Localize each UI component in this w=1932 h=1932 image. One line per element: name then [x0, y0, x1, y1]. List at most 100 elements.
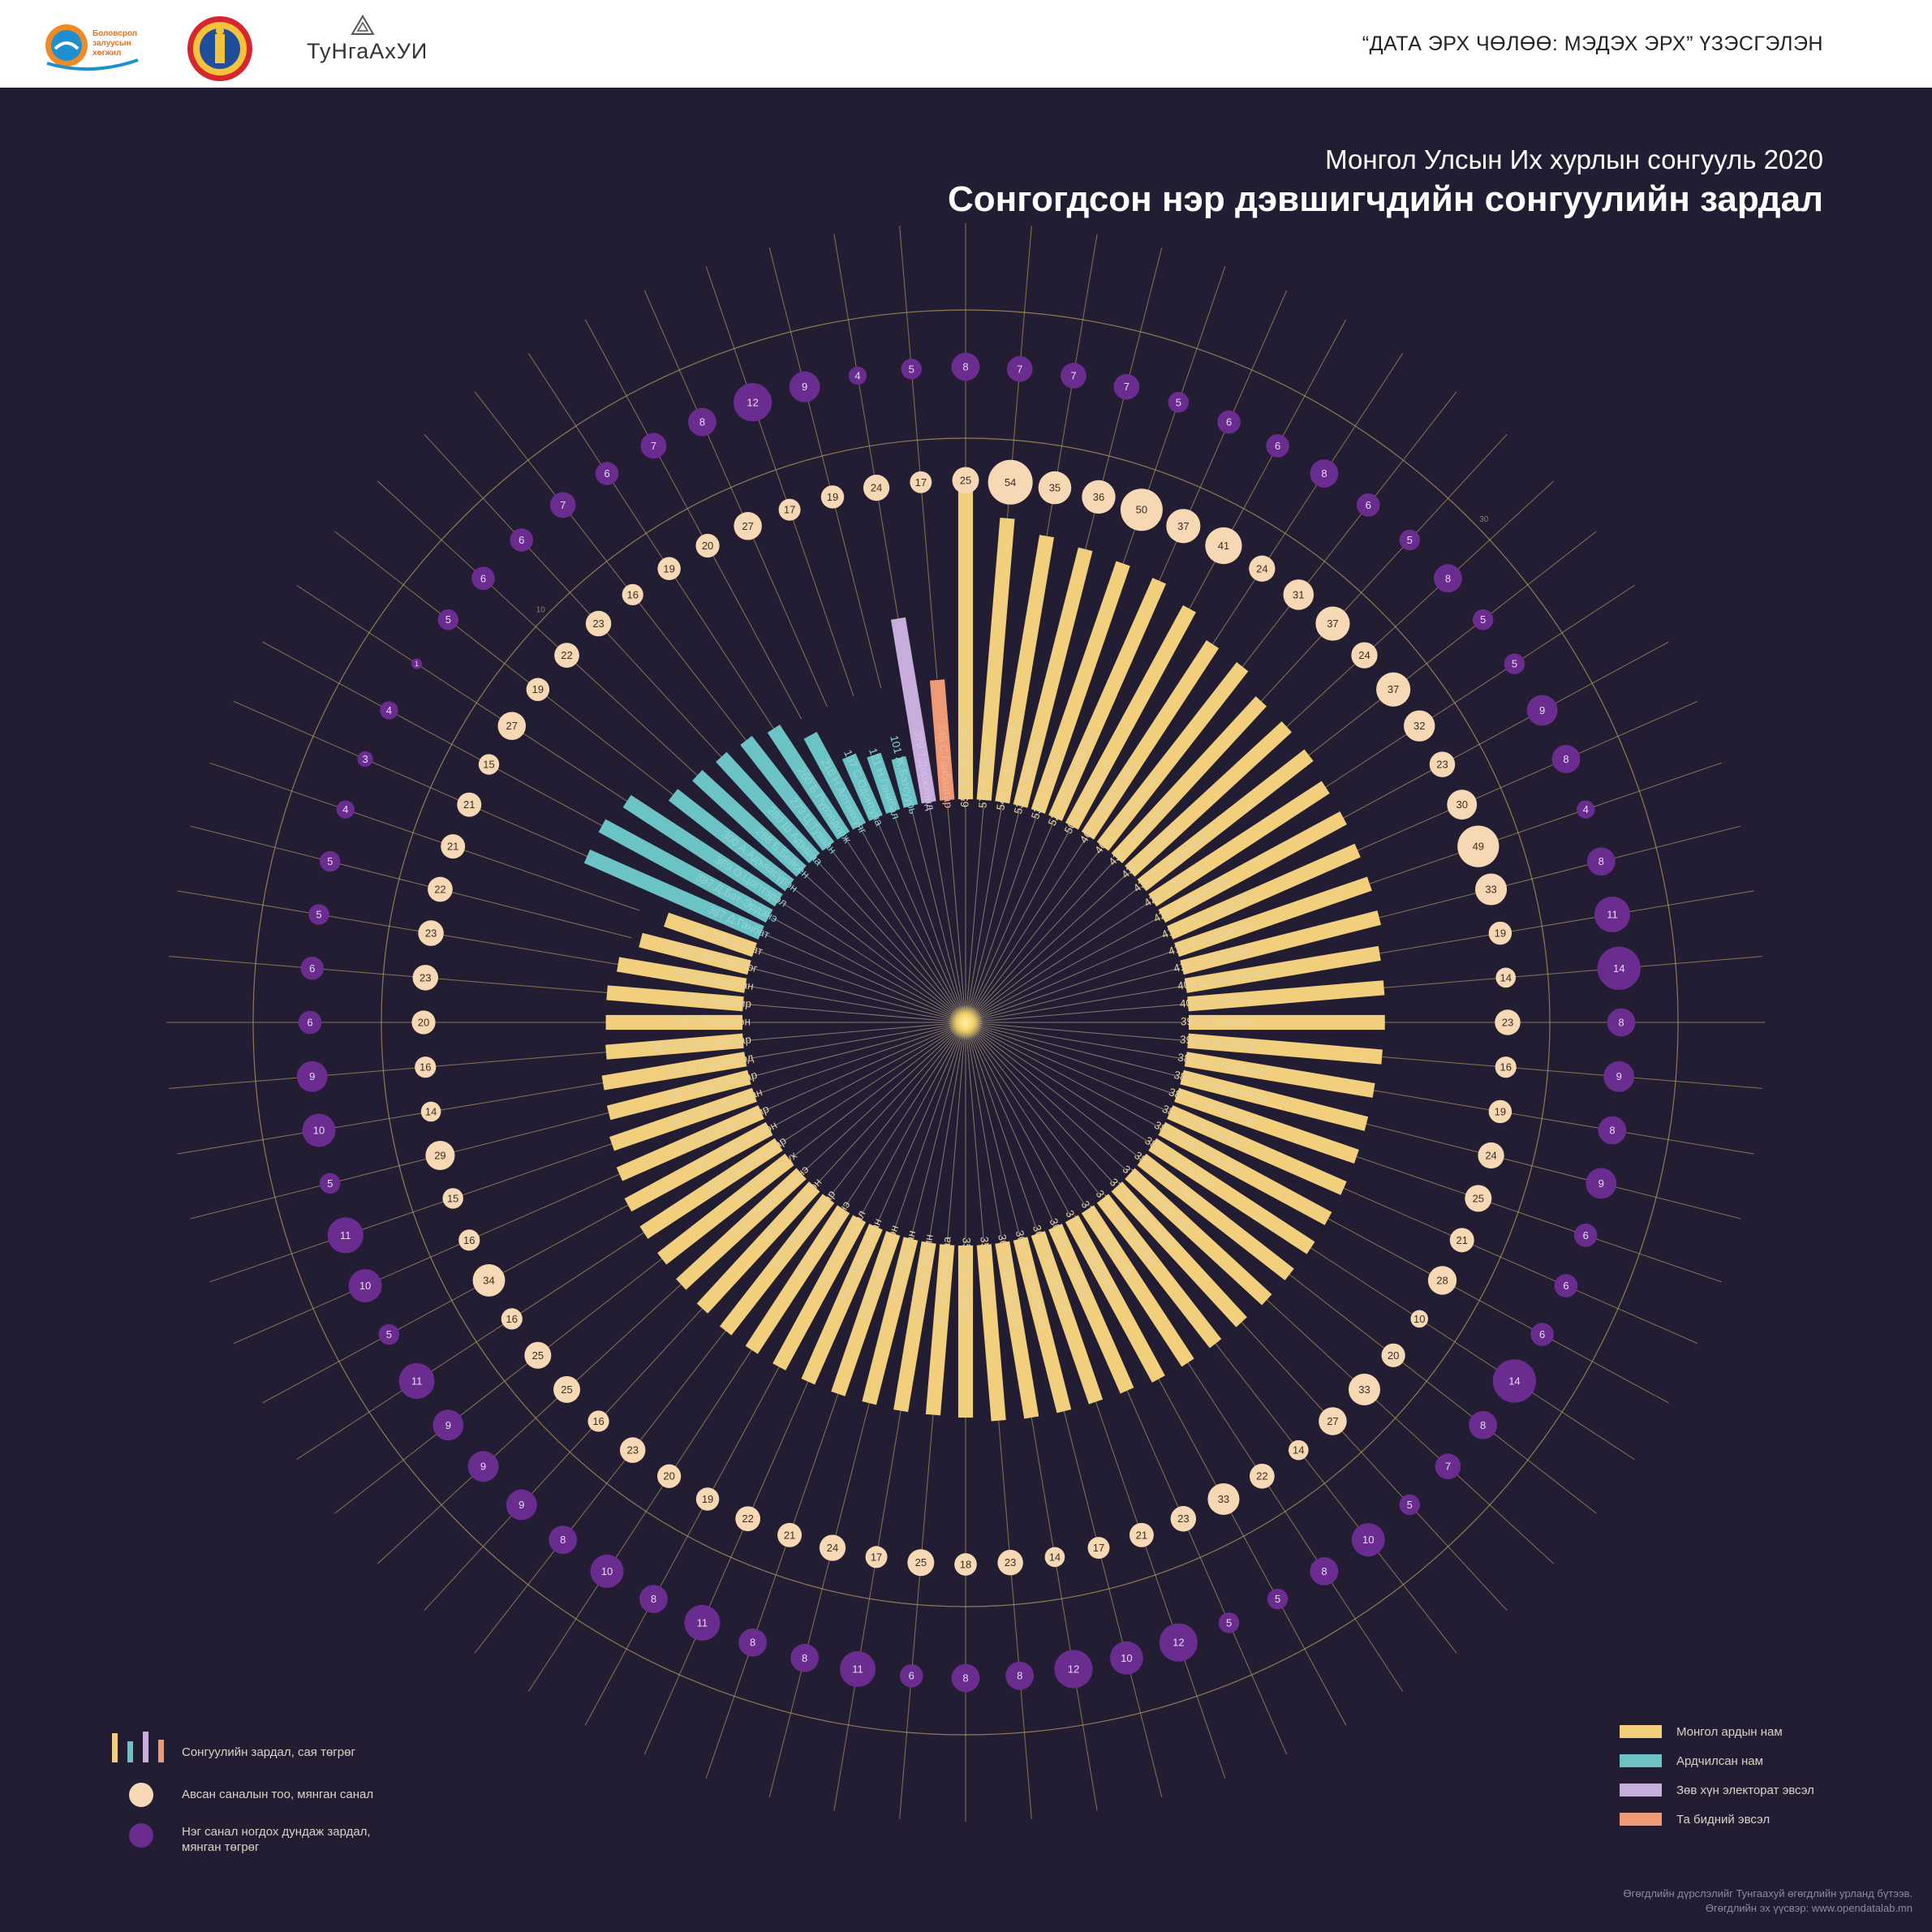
per-vote-circle — [1310, 459, 1339, 488]
expense-bar — [639, 932, 751, 975]
per-vote-circle — [411, 658, 423, 669]
votes-circle — [1447, 790, 1478, 820]
per-vote-value: 8 — [1618, 1017, 1624, 1029]
inner-spoke — [970, 1026, 1115, 1185]
outer-spoke — [334, 531, 694, 811]
per-vote-circle — [471, 566, 495, 591]
inner-spoke — [971, 933, 1168, 1021]
per-vote-value: 11 — [697, 1616, 708, 1629]
expense-bar — [622, 794, 783, 907]
outer-spoke — [296, 1211, 678, 1461]
per-vote-circle — [1434, 564, 1462, 593]
credits-line-1: Өгөгдлийн дүрслэлийг Тунгаахуй өгөгдлийн… — [1623, 1887, 1913, 1900]
expense-bar — [1187, 980, 1385, 1012]
expense-bar — [740, 735, 835, 851]
per-vote-value: 8 — [1321, 1565, 1327, 1577]
votes-circle — [1351, 642, 1378, 669]
votes-value: 16 — [626, 588, 638, 600]
votes-circle — [1465, 1185, 1492, 1212]
inner-spoke — [970, 1026, 1140, 1158]
per-vote-value: 5 — [1275, 1593, 1280, 1605]
votes-value: 15 — [483, 759, 494, 771]
per-vote-value: 5 — [316, 909, 321, 921]
expense-bar — [606, 985, 744, 1012]
center-glow — [948, 1005, 983, 1040]
per-vote-circle — [1526, 695, 1558, 726]
outer-spoke — [1049, 1356, 1163, 1797]
votes-value: 16 — [506, 1313, 518, 1325]
votes-value: 17 — [915, 476, 927, 488]
expense-bar — [1137, 749, 1314, 892]
per-vote-value: 5 — [1226, 1616, 1232, 1629]
votes-circle — [420, 1101, 441, 1122]
inner-spoke — [928, 1028, 966, 1240]
inner-spoke — [970, 1025, 1160, 1128]
per-vote-value: 8 — [1445, 572, 1451, 584]
votes-circle — [428, 876, 453, 902]
legend-votes-label: Авсан саналын тоо, мянган санал — [182, 1788, 374, 1801]
per-vote-value: 5 — [1176, 396, 1181, 408]
votes-value: 32 — [1414, 720, 1425, 732]
outer-spoke — [1268, 1185, 1669, 1404]
expense-bar — [1180, 910, 1381, 975]
votes-value: 19 — [702, 1493, 713, 1505]
votes-circle — [1087, 1537, 1110, 1560]
inner-spoke — [781, 1025, 961, 1143]
votes-circle — [587, 1410, 609, 1432]
per-vote-value: 14 — [1508, 1375, 1520, 1387]
votes-value: 22 — [1256, 1470, 1267, 1482]
per-vote-value: 8 — [1017, 1670, 1022, 1682]
inner-spoke — [791, 887, 961, 1019]
votes-circle — [458, 1229, 480, 1251]
candidate-label: 278 Г.Тэмүүлэн — [673, 1016, 751, 1028]
per-vote-circle — [549, 1525, 578, 1555]
inner-spoke — [860, 1027, 963, 1216]
votes-circle-icon — [129, 1783, 153, 1807]
votes-circle — [1250, 1463, 1275, 1489]
per-vote-circle — [839, 1650, 876, 1688]
per-vote-circle — [590, 1554, 624, 1588]
expense-bar — [1013, 1237, 1072, 1414]
per-vote-value: 4 — [1583, 803, 1589, 815]
per-vote-circle — [1356, 493, 1380, 517]
expense-bar — [664, 912, 757, 957]
inner-spoke — [816, 860, 962, 1018]
party-zh-label: Зөв хүн электорат эвсэл — [1676, 1784, 1814, 1797]
per-vote-circle — [1006, 355, 1033, 382]
expense-bar — [801, 1224, 883, 1385]
per-vote-circle — [1504, 653, 1525, 674]
expense-bar — [624, 1121, 773, 1212]
expense-bar — [720, 1194, 835, 1336]
votes-circle — [735, 1506, 761, 1532]
votes-circle — [478, 754, 500, 775]
outer-spoke — [474, 1294, 755, 1654]
per-vote-circle — [734, 383, 772, 422]
outer-spoke — [474, 391, 755, 751]
inner-spoke — [967, 1028, 1055, 1224]
votes-circle — [988, 459, 1033, 505]
outer-spoke — [209, 1134, 640, 1283]
votes-value: 21 — [447, 841, 458, 853]
per-vote-circle — [901, 359, 923, 380]
expense-bar — [668, 789, 794, 892]
per-vote-value: 8 — [962, 1672, 968, 1685]
inner-spoke — [967, 814, 1038, 1017]
expense-bar — [606, 1069, 751, 1121]
outer-spoke — [899, 1366, 938, 1819]
expense-bar — [1174, 876, 1372, 957]
per-vote-circle — [380, 701, 398, 720]
inner-spoke — [970, 1025, 1151, 1143]
per-vote-circle — [1266, 434, 1289, 458]
outer-spoke — [584, 1325, 802, 1726]
per-vote-value: 8 — [802, 1652, 807, 1664]
expense-bar — [1048, 578, 1167, 821]
per-vote-circle — [1607, 1008, 1636, 1037]
outer-spoke — [705, 1348, 854, 1779]
per-vote-value: 5 — [386, 1328, 392, 1340]
votes-value: 24 — [827, 1542, 838, 1554]
credits-line-2: Өгөгдлийн эх үүсвэр: www.opendatalab.mn — [1705, 1902, 1913, 1914]
expense-bar — [745, 1205, 850, 1354]
per-vote-circle — [899, 1663, 923, 1688]
expense-bar — [995, 535, 1054, 804]
votes-value: 37 — [1388, 683, 1399, 695]
